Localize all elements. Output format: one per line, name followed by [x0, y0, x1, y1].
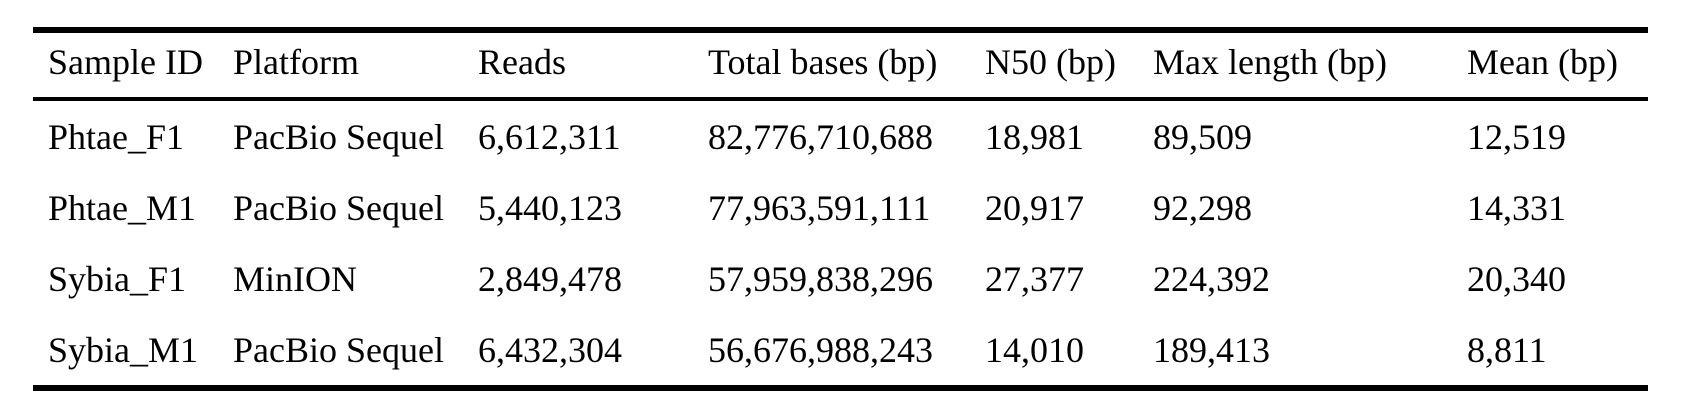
cell-mean: 20,340: [1467, 258, 1566, 299]
cell-mean: 12,519: [1467, 116, 1566, 157]
cell-n50: 14,010: [985, 329, 1084, 370]
cell-max-length: 224,392: [1153, 258, 1270, 299]
cell-reads: 2,849,478: [478, 258, 622, 299]
cell-total-bases: 82,776,710,688: [708, 116, 933, 157]
cell-mean: 14,331: [1467, 187, 1566, 228]
cell-total-bases: 57,959,838,296: [708, 258, 933, 299]
cell-sample-id: Phtae_F1: [48, 116, 185, 157]
table-header: Sample ID Platform Reads Total bases (bp…: [33, 30, 1648, 99]
header-row: Sample ID Platform Reads Total bases (bp…: [33, 30, 1648, 99]
table-row: Sybia_F1 MinION 2,849,478 57,959,838,296…: [33, 243, 1648, 314]
cell-n50: 20,917: [985, 187, 1084, 228]
cell-total-bases: 56,676,988,243: [708, 329, 933, 370]
header-reads: Reads: [478, 42, 566, 82]
table-row: Phtae_M1 PacBio Sequel 5,440,123 77,963,…: [33, 172, 1648, 243]
cell-n50: 27,377: [985, 258, 1084, 299]
header-sample-id: Sample ID: [48, 42, 203, 82]
cell-reads: 6,612,311: [478, 116, 621, 157]
cell-platform: PacBio Sequel: [233, 187, 444, 228]
header-mean: Mean (bp): [1467, 42, 1618, 82]
cell-sample-id: Phtae_M1: [48, 187, 196, 228]
sequencing-stats-table-container: Sample ID Platform Reads Total bases (bp…: [33, 27, 1648, 391]
sequencing-stats-table: Sample ID Platform Reads Total bases (bp…: [33, 27, 1648, 391]
cell-sample-id: Sybia_F1: [48, 258, 187, 299]
table-body: Phtae_F1 PacBio Sequel 6,612,311 82,776,…: [33, 99, 1648, 388]
cell-platform: PacBio Sequel: [233, 329, 444, 370]
header-n50: N50 (bp): [985, 42, 1116, 82]
cell-total-bases: 77,963,591,111: [708, 187, 931, 228]
cell-platform: MinION: [233, 258, 357, 299]
cell-max-length: 92,298: [1153, 187, 1252, 228]
cell-mean: 8,811: [1467, 329, 1547, 370]
cell-platform: PacBio Sequel: [233, 116, 444, 157]
cell-sample-id: Sybia_M1: [48, 329, 199, 370]
header-max-length: Max length (bp): [1153, 42, 1387, 82]
header-total-bases: Total bases (bp): [708, 42, 938, 82]
cell-n50: 18,981: [985, 116, 1084, 157]
cell-max-length: 189,413: [1153, 329, 1270, 370]
cell-reads: 5,440,123: [478, 187, 622, 228]
header-platform: Platform: [233, 42, 359, 82]
cell-max-length: 89,509: [1153, 116, 1252, 157]
table-row: Phtae_F1 PacBio Sequel 6,612,311 82,776,…: [33, 99, 1648, 172]
cell-reads: 6,432,304: [478, 329, 622, 370]
table-row: Sybia_M1 PacBio Sequel 6,432,304 56,676,…: [33, 314, 1648, 388]
